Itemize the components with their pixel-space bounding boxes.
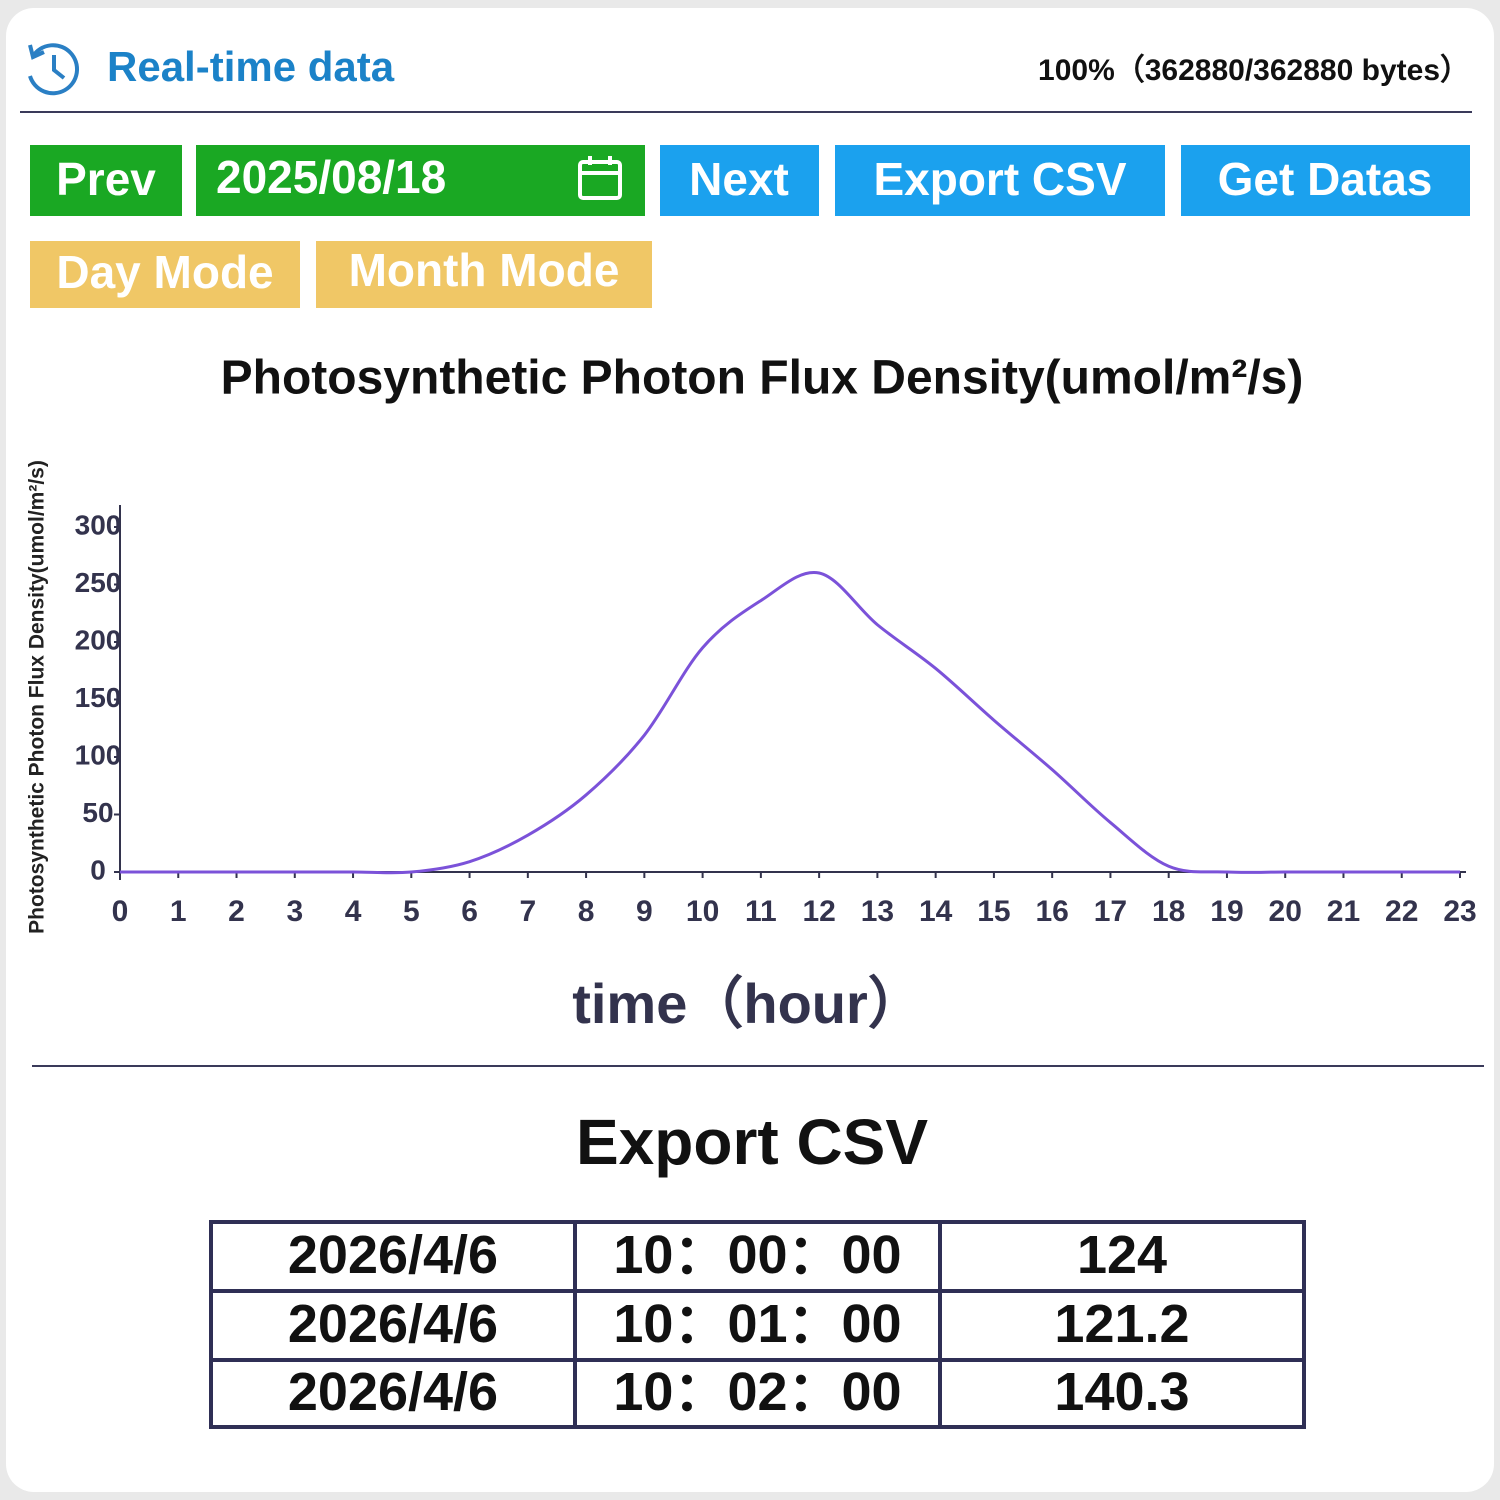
button-bg — [835, 145, 1165, 216]
y-tick-label: 250 — [75, 567, 122, 598]
x-tick-label: 12 — [802, 895, 835, 928]
button-label: Export CSV — [873, 153, 1126, 205]
y-tick-label: 0 — [90, 854, 106, 885]
x-tick-label: 0 — [112, 895, 129, 928]
x-tick-label: 3 — [286, 895, 303, 928]
export-button[interactable]: Export CSV — [835, 145, 1165, 216]
x-tick-label: 13 — [861, 895, 894, 928]
cell-text: 2026/4/6 — [288, 1362, 498, 1422]
button-bg — [30, 241, 300, 308]
data-line — [120, 570, 1460, 875]
cell-text: 2026/4/6 — [288, 1225, 498, 1285]
date-field[interactable]: 2025/08/18 — [196, 145, 645, 216]
csv-table: 2026/4/6 10：00：00 124 2026/4/6 10：01：00 121.2… — [209, 1220, 1306, 1429]
button-bg — [316, 241, 652, 308]
month-mode-button[interactable]: Month Mode — [316, 241, 652, 308]
x-tick-label: 17 — [1094, 895, 1127, 928]
x-tick-label: 23 — [1443, 895, 1476, 928]
x-tick-label: 1 — [170, 895, 187, 928]
cell-text: 10：02：00 — [613, 1362, 901, 1422]
y-tick-label: 200 — [75, 624, 122, 655]
x-tick-label: 19 — [1210, 895, 1243, 928]
cell-text: 121.2 — [1054, 1294, 1189, 1354]
y-tick-label: 50 — [82, 797, 113, 828]
x-tick-label: 21 — [1327, 895, 1360, 928]
y-axis-label: Photosynthetic Photon Flux Density(umol/… — [26, 460, 49, 934]
x-tick-label: 16 — [1035, 895, 1068, 928]
x-tick-label: 2 — [228, 895, 245, 928]
page-title: Real-time data — [107, 43, 395, 90]
x-axis-label: time（hour） — [572, 972, 924, 1035]
button-label: Prev — [56, 153, 156, 205]
y-tick-label: 300 — [75, 509, 122, 540]
cell-text: 140.3 — [1054, 1362, 1189, 1422]
y-tick-label: 150 — [75, 682, 122, 713]
cell-text: 124 — [1077, 1225, 1167, 1285]
card — [6, 8, 1494, 1492]
day-mode-button[interactable]: Day Mode — [30, 241, 300, 308]
button-label: Day Mode — [56, 246, 273, 298]
x-tick-label: 6 — [461, 895, 478, 928]
button-bg — [1181, 145, 1470, 216]
cell-text: 10：00：00 — [613, 1225, 901, 1285]
x-tick-label: 18 — [1152, 895, 1185, 928]
x-tick-label: 4 — [345, 895, 362, 928]
field-bg — [196, 145, 645, 216]
button-label: Next — [689, 153, 789, 205]
history-icon — [28, 43, 80, 96]
get-data-button[interactable]: Get Datas — [1181, 145, 1470, 216]
calendar-icon — [578, 156, 622, 200]
chart-title: Photosynthetic Photon Flux Density(umol/… — [221, 352, 1304, 405]
x-tick-label: 10 — [686, 895, 719, 928]
x-tick-label: 8 — [578, 895, 595, 928]
next-button[interactable]: Next — [660, 145, 819, 216]
cell-text: 2026/4/6 — [288, 1294, 498, 1354]
button-bg — [660, 145, 819, 216]
x-tick-label: 11 — [745, 895, 777, 928]
x-tick-label: 22 — [1385, 895, 1418, 928]
button-bg — [30, 145, 182, 216]
x-tick-label: 9 — [636, 895, 653, 928]
date-value: 2025/08/18 — [216, 151, 446, 203]
section-title: Export CSV — [576, 1106, 928, 1178]
y-tick-label: 100 — [75, 739, 122, 770]
x-tick-label: 15 — [977, 895, 1010, 928]
prev-button[interactable]: Prev — [30, 145, 182, 216]
table-cell — [938, 1358, 1306, 1429]
button-label: Get Datas — [1218, 153, 1433, 205]
x-tick-label: 14 — [919, 895, 953, 928]
x-tick-label: 5 — [403, 895, 420, 928]
button-label: Month Mode — [349, 244, 620, 296]
x-tick-label: 20 — [1269, 895, 1302, 928]
cell-text: 10：01：00 — [613, 1294, 901, 1354]
x-tick-label: 7 — [519, 895, 536, 928]
progress: 100%（362880/362880 bytes） — [1038, 53, 1470, 87]
